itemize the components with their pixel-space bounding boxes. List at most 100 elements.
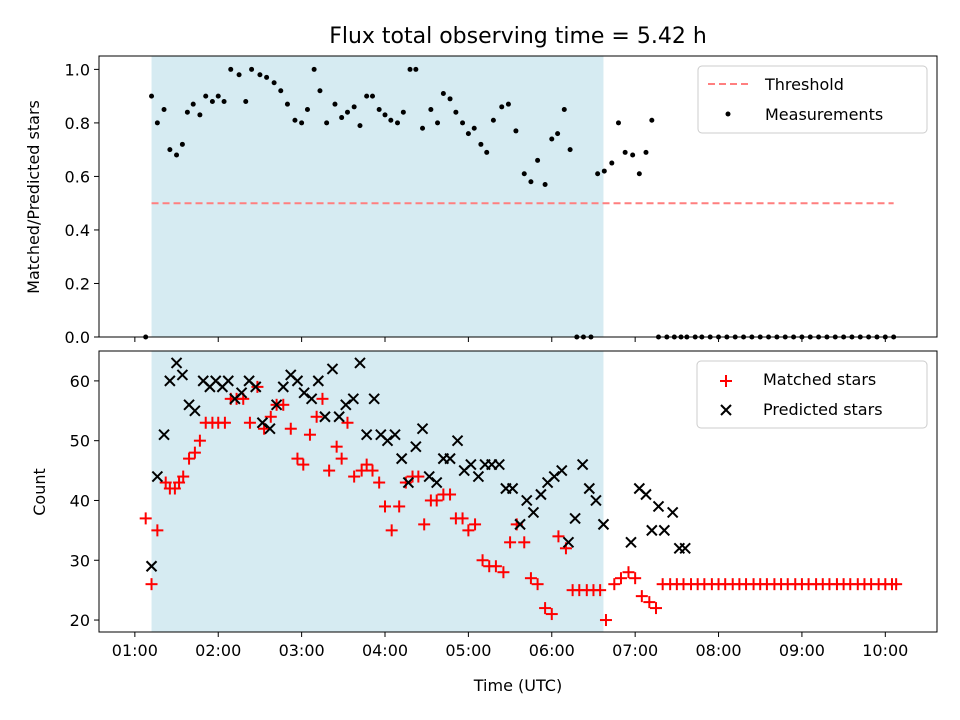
measurement-point xyxy=(197,112,203,118)
matched-star-point xyxy=(504,536,517,549)
predicted-star-point xyxy=(298,387,310,399)
legend-predicted-swatch xyxy=(720,404,732,416)
matched-star-point xyxy=(310,410,323,423)
count-plot-frame xyxy=(98,350,938,633)
measurement-point xyxy=(376,107,382,113)
predicted-star-point xyxy=(493,458,505,471)
measurement-point xyxy=(643,149,649,155)
matched-star-point xyxy=(291,452,304,465)
measurement-point xyxy=(499,104,505,110)
predicted-star-point xyxy=(305,393,318,405)
measurement-point xyxy=(317,88,323,94)
measurement-point xyxy=(324,120,330,126)
y-tick-label: 30 xyxy=(70,551,90,570)
predicted-star-point xyxy=(652,500,665,513)
matched-star-point xyxy=(264,410,277,423)
count-points xyxy=(139,357,903,627)
predicted-star-point xyxy=(402,476,415,489)
matched-star-point xyxy=(183,452,196,465)
predicted-star-point xyxy=(381,434,394,447)
measurement-point xyxy=(271,80,277,86)
measurement-point xyxy=(400,109,406,115)
measurement-point xyxy=(505,101,511,107)
matched-star-point xyxy=(518,536,531,549)
count-y-ticks: 20 30 40 50 60 xyxy=(70,372,99,630)
measurement-point xyxy=(228,66,234,72)
matched-star-point xyxy=(297,458,310,471)
predicted-star-point xyxy=(535,488,547,501)
predicted-star-point xyxy=(640,488,652,501)
legend-predicted-label: Predicted stars xyxy=(763,400,883,419)
measurement-point xyxy=(311,66,317,72)
measurement-point xyxy=(407,66,413,72)
x-tick-label: 01:00 xyxy=(112,641,158,660)
count-panel: 20 30 40 50 60 01:00 02:00 03:00 04:00 05:00 06:0… xyxy=(30,350,938,695)
measurement-point xyxy=(567,147,573,153)
count-legend: Matched stars Predicted stars xyxy=(696,360,928,429)
matched-star-point xyxy=(622,566,635,579)
predicted-star-point xyxy=(514,518,526,531)
measurement-point xyxy=(264,74,270,80)
predicted-star-point xyxy=(548,470,560,483)
measurement-point xyxy=(357,123,363,129)
matched-star-point xyxy=(193,434,206,447)
chart-title: Flux total observing time = 5.42 h xyxy=(329,24,707,49)
measurement-point xyxy=(209,98,215,104)
measurement-point xyxy=(609,160,615,166)
measurement-point xyxy=(203,93,209,99)
matched-star-point xyxy=(643,596,656,609)
measurement-point xyxy=(465,131,471,137)
predicted-star-point xyxy=(368,393,380,405)
measurement-point xyxy=(435,120,441,126)
y-tick-label: 1.0 xyxy=(65,60,90,79)
matched-star-point xyxy=(303,428,316,441)
y-tick-label: 60 xyxy=(70,372,90,391)
matched-star-point xyxy=(366,464,379,477)
measurement-point xyxy=(332,101,338,107)
predicted-star-point xyxy=(423,470,435,483)
matched-star-point xyxy=(385,524,398,537)
count-shaded-span xyxy=(151,351,604,632)
measurement-point xyxy=(364,93,370,99)
count-x-ticks: 01:00 02:00 03:00 04:00 05:00 06:00 07:00 08:00… xyxy=(112,632,908,660)
predicted-star-point xyxy=(250,381,262,393)
matched-star-point xyxy=(552,530,565,543)
matched-star-point xyxy=(348,470,361,483)
predicted-star-point xyxy=(658,524,671,537)
predicted-star-point xyxy=(277,381,289,393)
measurement-point xyxy=(236,72,242,78)
legend-measurements-label: Measurements xyxy=(765,105,883,124)
measurement-point xyxy=(484,149,490,155)
legend-threshold-label: Threshold xyxy=(764,75,844,94)
y-tick-label: 50 xyxy=(70,432,90,451)
y-tick-label: 0.2 xyxy=(65,274,90,293)
measurement-point xyxy=(395,120,401,126)
measurement-point xyxy=(304,107,310,113)
predicted-star-point xyxy=(472,470,485,483)
matched-star-point xyxy=(531,578,544,591)
matched-star-point xyxy=(456,512,469,525)
ratio-plot-frame xyxy=(98,55,938,338)
measurement-point xyxy=(622,149,628,155)
predicted-star-point xyxy=(270,399,283,411)
predicted-star-point xyxy=(222,375,234,387)
matched-star-point xyxy=(330,440,343,453)
x-tick-label: 06:00 xyxy=(529,641,575,660)
predicted-star-point xyxy=(562,536,575,549)
ratio-panel: 0.0 0.2 0.4 0.6 0.8 1.0 Matched/Predicted sta… xyxy=(24,55,938,347)
predicted-star-point xyxy=(556,464,568,477)
matched-star-point xyxy=(341,416,354,429)
measurement-point xyxy=(453,109,459,115)
measurement-point xyxy=(149,93,155,99)
legend-measurements-swatch xyxy=(725,111,731,117)
matched-star-point xyxy=(323,464,336,477)
matched-star-point xyxy=(608,578,621,591)
predicted-star-point xyxy=(583,482,595,495)
predicted-star-point xyxy=(444,452,456,465)
predicted-star-point xyxy=(151,470,164,483)
measurement-point xyxy=(521,171,527,177)
matched-star-point xyxy=(890,578,903,591)
predicted-star-point xyxy=(679,542,691,555)
matched-star-point xyxy=(545,608,558,621)
